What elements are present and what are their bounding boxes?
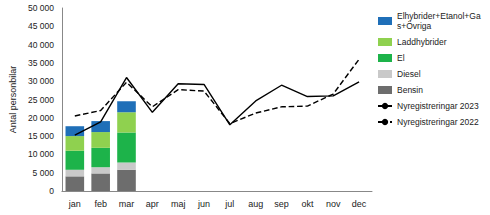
svg-text:30 000: 30 000: [28, 76, 54, 86]
svg-text:Bensin: Bensin: [397, 85, 423, 95]
svg-text:Nyregistreringar 2023: Nyregistreringar 2023: [397, 101, 479, 111]
svg-text:jan: jan: [68, 199, 81, 209]
svg-text:10 000: 10 000: [28, 149, 54, 159]
svg-text:50 000: 50 000: [28, 3, 54, 13]
svg-text:Laddhybrider: Laddhybrider: [397, 37, 447, 47]
svg-text:s+Övriga: s+Övriga: [397, 21, 432, 31]
svg-text:feb: feb: [94, 199, 107, 209]
svg-text:45 000: 45 000: [28, 21, 54, 31]
svg-text:nov: nov: [326, 199, 341, 209]
svg-text:mar: mar: [119, 199, 135, 209]
svg-text:aug: aug: [248, 199, 263, 209]
svg-text:Diesel: Diesel: [397, 69, 421, 79]
svg-text:0: 0: [49, 186, 54, 196]
svg-text:25 000: 25 000: [28, 95, 54, 105]
svg-text:El: El: [397, 53, 405, 63]
svg-text:Nyregistreringar 2022: Nyregistreringar 2022: [397, 117, 479, 127]
svg-text:15 000: 15 000: [28, 131, 54, 141]
svg-text:35 000: 35 000: [28, 58, 54, 68]
svg-text:jun: jun: [197, 199, 210, 209]
svg-text:Antal personbilar: Antal personbilar: [8, 66, 18, 134]
svg-text:5 000: 5 000: [33, 168, 55, 178]
svg-text:40 000: 40 000: [28, 40, 54, 50]
svg-text:apr: apr: [146, 199, 159, 209]
svg-text:dec: dec: [352, 199, 367, 209]
svg-text:20 000: 20 000: [28, 113, 54, 123]
svg-text:maj: maj: [171, 199, 186, 209]
svg-text:sep: sep: [274, 199, 289, 209]
svg-text:okt: okt: [301, 199, 314, 209]
svg-text:jul: jul: [224, 199, 234, 209]
svg-text:Elhybrider+Etanol+Ga: Elhybrider+Etanol+Ga: [397, 11, 481, 21]
